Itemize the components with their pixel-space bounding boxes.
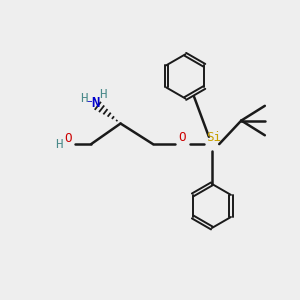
- Text: O: O: [64, 132, 71, 145]
- Text: N: N: [91, 96, 100, 110]
- Text: H: H: [99, 88, 106, 100]
- Text: Si: Si: [206, 131, 221, 144]
- Text: –: –: [87, 96, 92, 106]
- Text: O: O: [178, 131, 186, 144]
- Text: H: H: [55, 138, 62, 151]
- Text: H: H: [80, 92, 88, 105]
